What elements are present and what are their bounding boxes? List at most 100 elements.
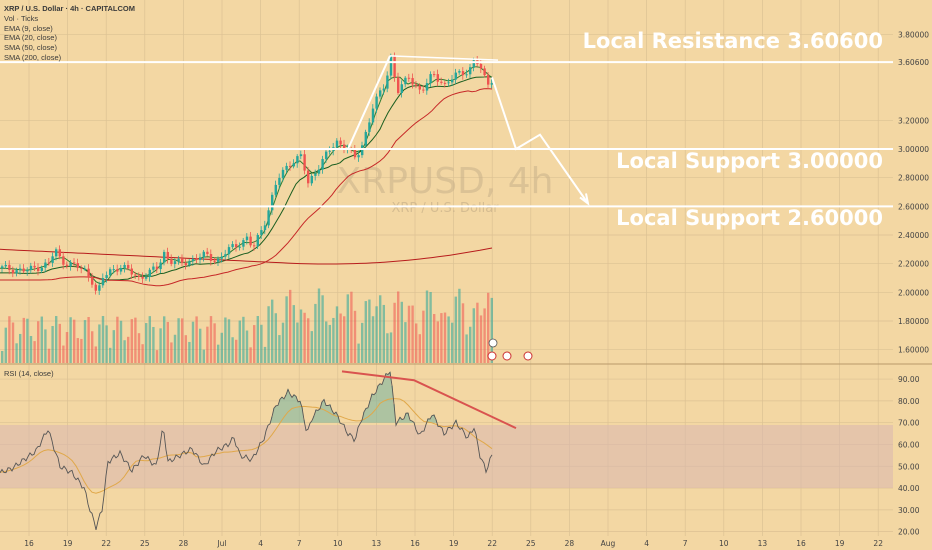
volume-bar: [350, 291, 353, 363]
label-support-2: Local Support 2.60000: [616, 206, 883, 230]
candle-body: [4, 264, 7, 267]
volume-bar: [47, 348, 51, 363]
time-tick-label: 16: [796, 539, 806, 548]
volume-bar: [451, 322, 454, 363]
candle-body: [375, 96, 378, 109]
candle-body: [418, 85, 421, 90]
volume-bar: [155, 350, 159, 363]
volume-bar: [235, 339, 238, 363]
lightning-icon: [488, 338, 498, 348]
candles: [1, 52, 493, 295]
price-tick-label: 1.60000: [898, 346, 929, 355]
rsi-pane: [0, 370, 517, 530]
volume-bar: [26, 318, 29, 363]
candle-body: [256, 235, 259, 247]
candle-body: [361, 145, 364, 156]
time-tick-label: Aug: [601, 539, 616, 548]
chart-legend: XRP / U.S. Dollar · 4h · CAPITALCOM Vol …: [4, 4, 135, 63]
candle-body: [170, 258, 173, 265]
candle-body: [26, 270, 29, 272]
volume-bar: [382, 304, 385, 363]
candle-body: [8, 264, 11, 270]
candle-body: [134, 274, 137, 276]
volume-bar: [51, 326, 54, 363]
candle-body: [112, 269, 115, 271]
volume-bar: [112, 330, 115, 363]
time-tick-label: 7: [297, 539, 302, 548]
candle-body: [299, 154, 303, 157]
candle-body: [227, 247, 231, 255]
candle-body: [145, 277, 148, 279]
volume-bar: [213, 323, 216, 363]
volume-bar: [483, 308, 486, 363]
candle-body: [404, 77, 407, 85]
candle-body: [339, 140, 342, 145]
ema-20-line: [0, 76, 493, 281]
legend-title: XRP / U.S. Dollar · 4h · CAPITALCOM: [4, 4, 135, 13]
volume-bar: [242, 316, 245, 363]
volume-bar: [184, 335, 187, 363]
price-tick-label: 2.60000: [898, 202, 929, 211]
price-tick-label: 2.80000: [898, 174, 929, 183]
volume-bar: [317, 288, 321, 363]
candle-body: [47, 262, 51, 264]
volume-bar: [433, 314, 436, 363]
volume-bar: [386, 333, 389, 363]
volume-bar: [415, 323, 418, 363]
volume-bar: [361, 322, 364, 363]
candle-body: [310, 175, 313, 184]
volume-bar: [65, 332, 69, 363]
candle-body: [490, 83, 493, 85]
rsi-ma-line: [0, 398, 493, 494]
volume-bar: [181, 318, 184, 363]
price-tick-label: 2.00000: [898, 288, 929, 297]
candle-body: [436, 74, 439, 82]
rsi-axis: 90.00 80.00 70.00 60.00 50.00 40.00 30.00 20.00: [898, 375, 920, 537]
volume-bar: [37, 321, 40, 363]
volume-bar: [245, 330, 249, 363]
volume-bar: [101, 316, 105, 363]
watermark-name: XRP / U.S. Dollar: [391, 201, 499, 216]
candle-body: [127, 264, 130, 269]
volume-bar: [163, 316, 166, 363]
volume-bar: [116, 316, 119, 363]
volume-bar: [296, 322, 299, 363]
volume-bar: [292, 305, 295, 363]
legend-indicator: EMA (9, close): [4, 23, 53, 33]
time-tick-label: 22: [101, 539, 111, 548]
candle-body: [231, 244, 234, 248]
volume-bar: [170, 342, 173, 363]
candle-body: [461, 71, 465, 76]
candle-body: [163, 251, 166, 263]
candle-body: [263, 225, 267, 231]
candle-body: [94, 284, 97, 291]
candle-body: [386, 75, 389, 89]
volume-bar: [220, 332, 223, 363]
volume-bar: [105, 325, 108, 363]
candle-body: [29, 265, 33, 271]
volume-bar: [389, 332, 393, 363]
volume-bar: [69, 317, 72, 363]
time-tick-label: 22: [487, 539, 497, 548]
candle-body: [191, 258, 195, 262]
candle-body: [98, 285, 101, 291]
moving-averages: [0, 66, 493, 287]
volume-bar: [443, 312, 447, 363]
candle-body: [368, 122, 371, 132]
price-tick-label: 2.40000: [898, 231, 929, 240]
candle-body: [119, 267, 123, 272]
time-tick-label: 22: [873, 539, 883, 548]
candle-body: [152, 266, 155, 270]
candle-body: [33, 265, 36, 268]
candle-body: [451, 79, 454, 83]
volume-bar: [357, 343, 360, 363]
volume-bar: [278, 335, 281, 363]
trend-line-top: [389, 55, 499, 61]
candle-body: [184, 262, 187, 266]
legend-indicator: EMA (20, close): [4, 33, 57, 43]
candle-body: [1, 266, 4, 268]
candle-body: [137, 275, 141, 277]
time-axis: 16 19 22 25 28 Jul 4 7 10 13 16 19 22 25 28 Aug 4 7 10 13 16…: [24, 539, 883, 548]
volume-bar: [202, 349, 205, 363]
time-tick-label: 7: [683, 539, 688, 548]
